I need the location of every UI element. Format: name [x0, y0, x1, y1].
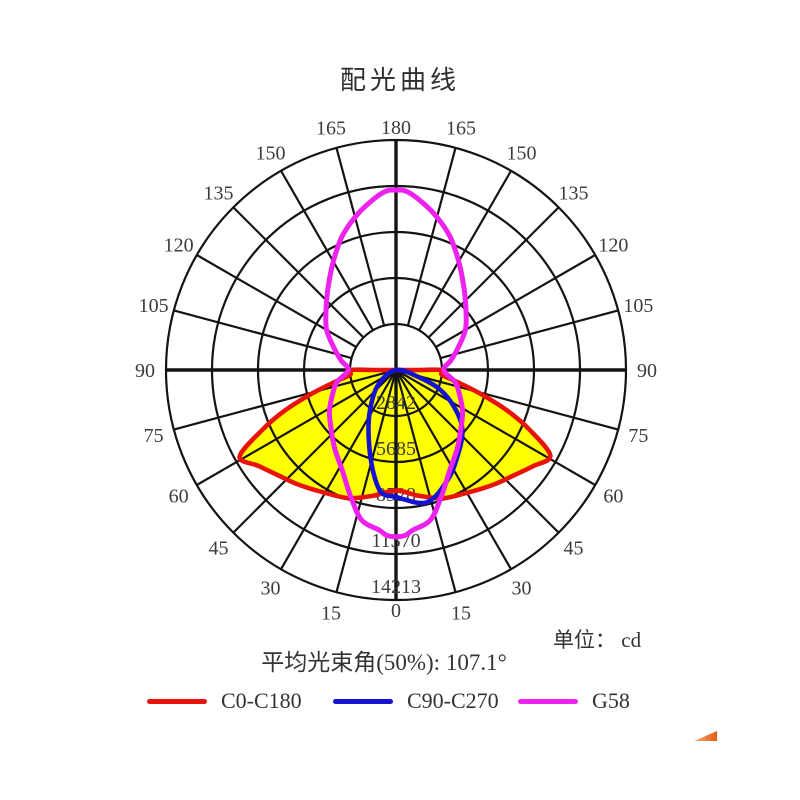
legend-line-red [147, 698, 207, 704]
ring-value-label: 5685 [376, 438, 416, 460]
grid-spoke [394, 369, 457, 593]
angle-tick-label: 0 [391, 600, 401, 622]
legend-label-c90-c270: C90-C270 [407, 688, 499, 713]
legend-label-c0-c180: C0-C180 [221, 688, 302, 713]
beam-angle-note: 平均光束角(50%): 107.1° [261, 650, 507, 675]
legend-label-g58: G58 [592, 688, 630, 713]
grid-spoke [418, 170, 512, 331]
angle-tick-label: 150 [256, 143, 286, 165]
angle-tick-label: 165 [446, 118, 476, 140]
angle-tick-label: 15 [451, 602, 471, 624]
grid-spoke [427, 206, 560, 339]
angle-tick-label: 150 [507, 143, 537, 165]
grid-spoke [173, 309, 352, 360]
angle-tick-label: 30 [261, 577, 281, 599]
grid-spoke [280, 369, 397, 570]
ring-value-label: 11370 [371, 530, 420, 552]
grid-spoke [440, 309, 619, 360]
angle-tick-label: 90 [637, 360, 657, 382]
grid-spoke [335, 369, 398, 593]
chart-title: 配光曲线 [339, 66, 460, 95]
legend-line-blue [333, 698, 393, 704]
grid-spoke [395, 368, 619, 431]
legend-item-c90-c270: C90-C270 [333, 686, 499, 716]
curve-g58 [323, 187, 469, 540]
angle-tick-label: 60 [603, 486, 623, 508]
unit-note: 单位： cd [553, 628, 642, 652]
angle-tick-label: 165 [316, 118, 346, 140]
angle-tick-label: 105 [623, 295, 653, 317]
angle-tick-label: 45 [564, 538, 584, 560]
grid-spoke [280, 170, 374, 331]
grid-spoke [196, 369, 397, 486]
grid-spoke [232, 206, 365, 339]
angle-tick-label: 45 [209, 538, 229, 560]
corner-decoration-wedge [694, 731, 717, 741]
angle-tick-label: 120 [164, 235, 194, 257]
angle-tick-label: 60 [169, 486, 189, 508]
angle-tick-label: 15 [321, 602, 341, 624]
angle-tick-label: 75 [628, 425, 648, 447]
ring-value-label: 2842 [376, 392, 416, 414]
angle-tick-label: 30 [512, 577, 532, 599]
grid-spoke [232, 369, 397, 534]
angle-tick-label: 135 [559, 183, 589, 205]
angle-tick-label: 135 [204, 183, 234, 205]
legend: C0-C180 C90-C270 G58 [0, 686, 800, 716]
angle-tick-label: 90 [135, 360, 155, 382]
legend-item-c0-c180: C0-C180 [147, 686, 302, 716]
legend-item-g58: G58 [518, 686, 630, 716]
angle-tick-label: 105 [139, 295, 169, 317]
grid-spoke [173, 368, 397, 431]
series-curves [237, 187, 553, 540]
grid-spoke [335, 147, 386, 326]
grid-spoke [395, 369, 596, 486]
angle-tick-label: 75 [144, 425, 164, 447]
angle-tick-label: 120 [598, 235, 628, 257]
grid-spoke [406, 147, 457, 326]
ring-value-label: 14213 [371, 576, 421, 598]
legend-line-magenta [518, 698, 578, 704]
angle-tick-label: 180 [381, 117, 411, 139]
grid-spoke [395, 369, 560, 534]
